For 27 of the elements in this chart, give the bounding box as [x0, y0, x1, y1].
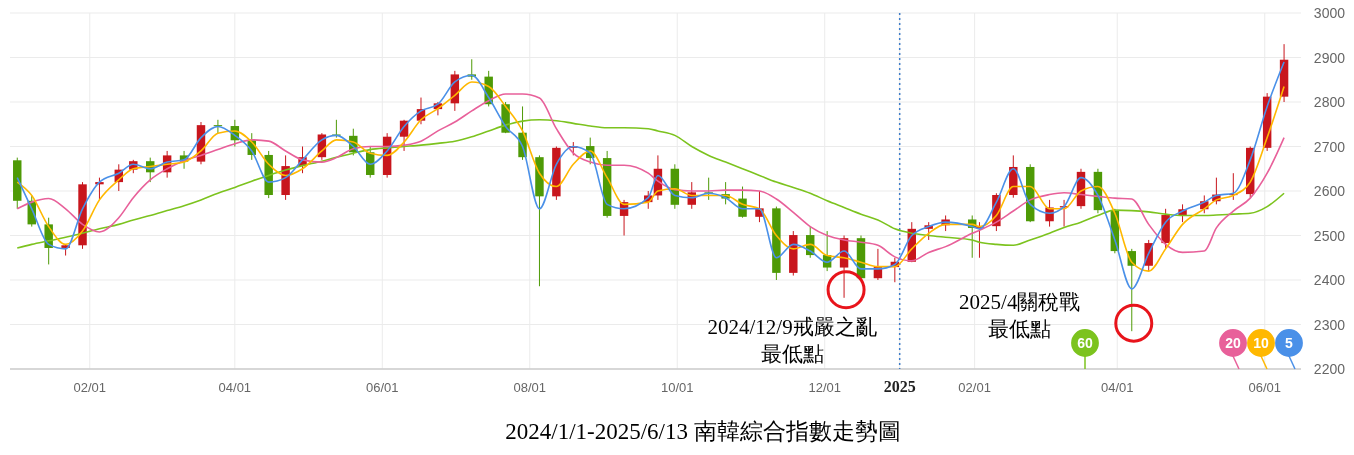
- line-series: [16, 119, 1285, 249]
- x-tick-label: 10/01: [660, 380, 694, 395]
- x-tick-label: 06/01: [366, 380, 399, 395]
- x-tick-label: 04/01: [218, 380, 252, 395]
- y-tick-label: 2400: [1313, 272, 1346, 288]
- y-tick-label: 2900: [1313, 49, 1346, 66]
- y-tick-label: 3000: [1313, 5, 1346, 21]
- text: 60: [1077, 335, 1093, 351]
- x-tick-label: 04/01: [1100, 380, 1134, 395]
- y-tick-label: 2200: [1313, 361, 1346, 377]
- x-tick-label: 08/01: [513, 380, 547, 395]
- text: 20: [1225, 335, 1241, 351]
- annotation: 2024/12/9戒嚴之亂最低點: [707, 314, 877, 366]
- x-tick-label: 02/01: [73, 380, 107, 395]
- text: 10: [1253, 335, 1269, 351]
- y-tick-label: 2600: [1313, 183, 1346, 199]
- y-tick-label: 2500: [1313, 227, 1346, 244]
- candlestick: [213, 119, 223, 134]
- text: 2024/1/1-2025/6/13 南韓綜合指數走勢圖: [505, 419, 901, 444]
- x-tick-label: 02/01: [958, 380, 991, 395]
- y-tick-label: 2300: [1313, 316, 1346, 333]
- x-tick-label: 2025: [883, 378, 916, 395]
- y-tick-label: 2700: [1313, 138, 1346, 155]
- x-tick-label: 12/01: [808, 380, 842, 395]
- x-tick-label: 06/01: [1248, 380, 1282, 395]
- y-tick-label: 2800: [1313, 94, 1346, 110]
- text: 5: [1285, 335, 1294, 351]
